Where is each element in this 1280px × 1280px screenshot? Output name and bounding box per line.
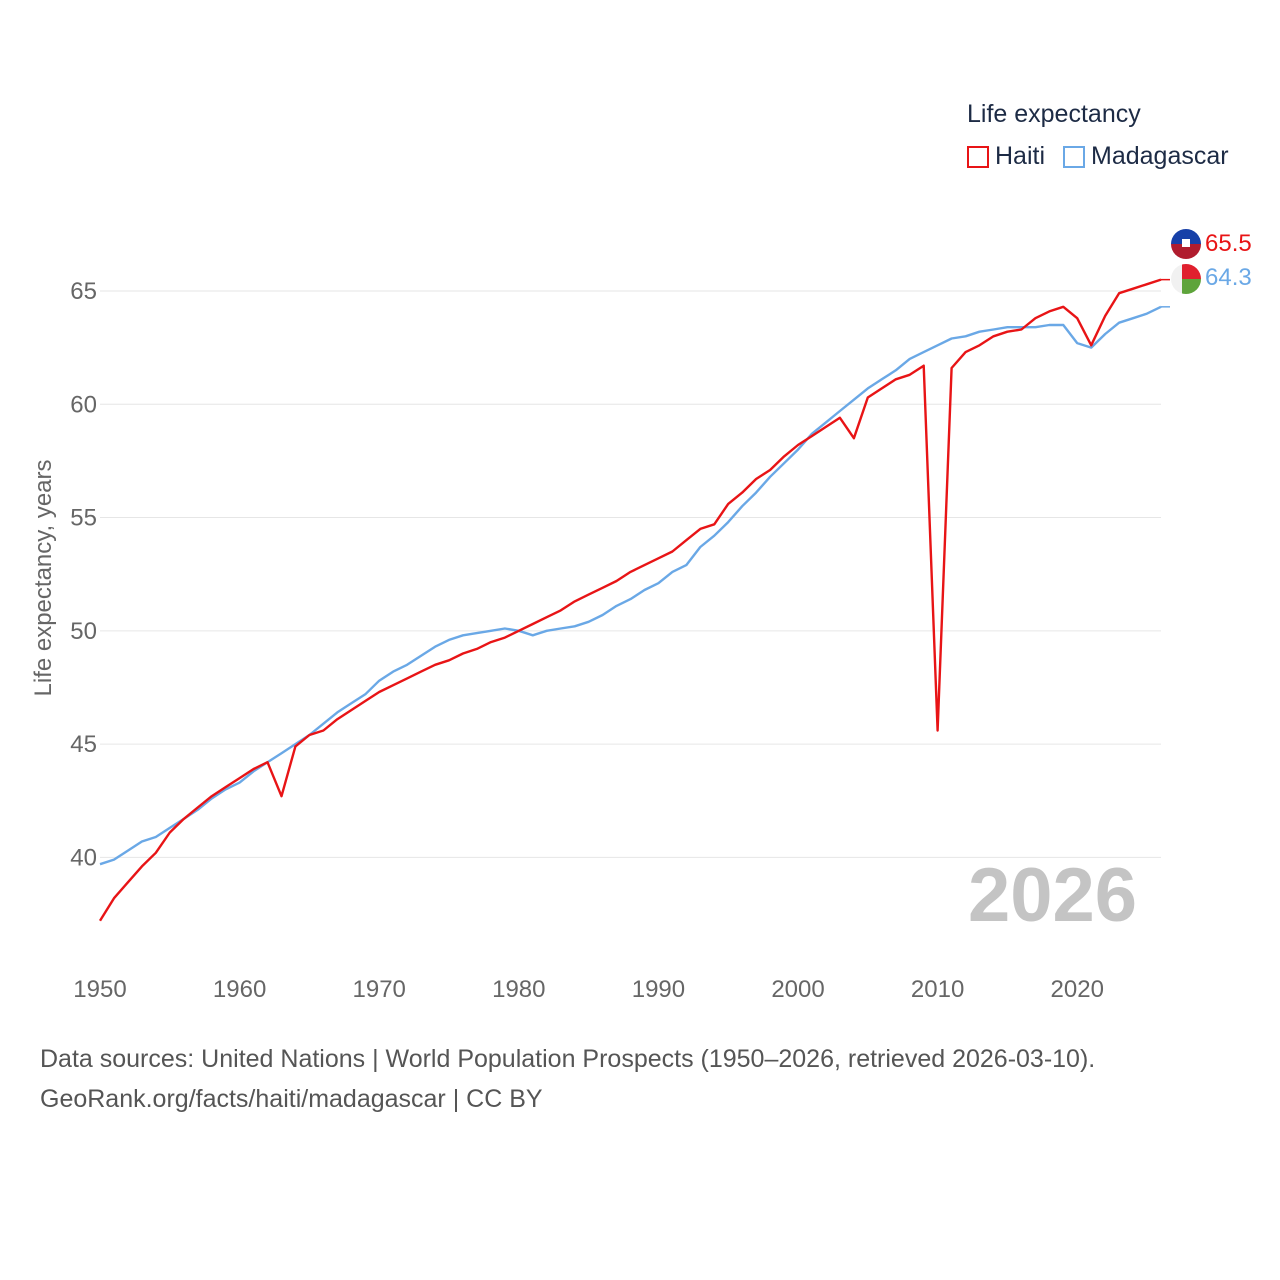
x-tick-label: 1970 <box>353 976 406 1003</box>
x-tick-label: 2000 <box>771 976 824 1003</box>
x-tick-label: 2010 <box>911 976 964 1003</box>
x-tick-label: 2020 <box>1051 976 1104 1003</box>
y-tick-label: 65 <box>70 278 97 305</box>
data-source-line: Data sources: United Nations | World Pop… <box>40 1045 1096 1073</box>
madagascar-end-value: 64.3 <box>1205 264 1252 291</box>
y-tick-label: 40 <box>70 844 97 871</box>
grid-lines <box>100 290 1161 858</box>
legend-swatch-haiti <box>967 145 989 168</box>
attribution-line[interactable]: GeoRank.org/facts/haiti/madagascar | CC … <box>40 1085 543 1113</box>
y-tick-label: 50 <box>70 618 97 645</box>
x-axis-ticks: 1950 1960 1970 1980 1990 2000 2010 2020 <box>73 976 1104 1003</box>
year-watermark: 2026 <box>968 853 1138 938</box>
x-tick-label: 1950 <box>73 976 126 1003</box>
y-tick-label: 55 <box>70 505 97 532</box>
legend-item-madagascar[interactable]: Madagascar <box>1063 142 1229 171</box>
y-tick-label: 60 <box>70 391 97 418</box>
series-line-madagascar[interactable] <box>99 305 1162 866</box>
legend-title: Life expectancy <box>967 100 1141 128</box>
madagascar-flag-icon <box>1171 264 1201 294</box>
x-tick-label: 1960 <box>213 976 266 1003</box>
x-tick-label: 1990 <box>632 976 685 1003</box>
haiti-flag-icon <box>1171 229 1201 259</box>
y-axis-ticks: 40 45 50 55 60 65 <box>70 278 97 871</box>
y-tick-label: 45 <box>70 731 97 758</box>
haiti-end-value: 65.5 <box>1205 230 1252 257</box>
legend-item-haiti[interactable]: Haiti <box>967 142 1045 171</box>
end-markers <box>1171 229 1201 294</box>
legend-label-madagascar: Madagascar <box>1091 142 1229 170</box>
series-line-haiti[interactable] <box>98 278 1162 922</box>
series-lines <box>98 278 1170 922</box>
legend-label-haiti: Haiti <box>995 142 1046 170</box>
legend: Haiti Madagascar <box>967 142 1229 171</box>
legend-swatch-madagascar <box>1063 145 1086 168</box>
y-axis-label: Life expectancy, years <box>30 459 57 696</box>
x-tick-label: 1980 <box>492 976 545 1003</box>
